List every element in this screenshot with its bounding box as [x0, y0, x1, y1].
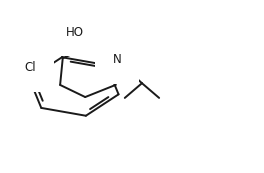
Text: HO: HO	[66, 26, 84, 39]
Text: Cl: Cl	[25, 61, 36, 74]
Text: N: N	[112, 53, 121, 66]
